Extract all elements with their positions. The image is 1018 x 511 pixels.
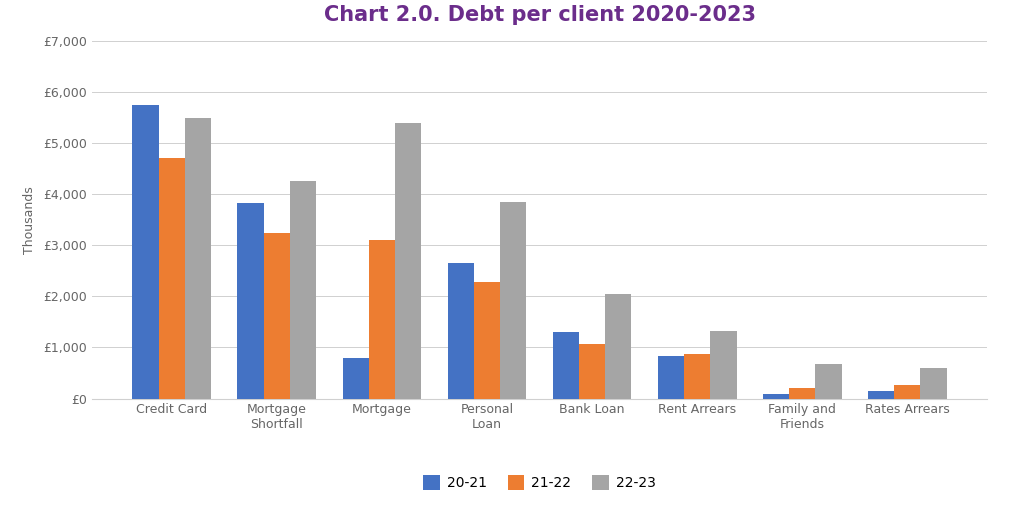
Bar	[658, 356, 684, 399]
Bar	[185, 118, 211, 399]
Bar	[448, 263, 473, 399]
Bar	[473, 282, 500, 399]
Bar	[815, 364, 842, 399]
Bar	[264, 233, 290, 399]
Bar	[159, 158, 185, 399]
Bar	[290, 181, 317, 399]
Bar	[553, 332, 579, 399]
Bar	[132, 105, 159, 399]
Bar	[395, 123, 421, 399]
Bar	[762, 394, 789, 399]
Bar	[920, 368, 947, 399]
Bar	[606, 294, 631, 399]
Bar	[579, 344, 606, 399]
Bar	[500, 202, 526, 399]
Bar	[237, 203, 264, 399]
Bar	[789, 388, 815, 399]
Bar	[868, 391, 894, 399]
Bar	[894, 385, 920, 399]
Y-axis label: Thousands: Thousands	[23, 186, 36, 253]
Bar	[684, 354, 711, 399]
Bar	[711, 331, 737, 399]
Bar	[342, 358, 369, 399]
Bar	[369, 240, 395, 399]
Title: Chart 2.0. Debt per client 2020-2023: Chart 2.0. Debt per client 2020-2023	[324, 6, 755, 26]
Legend: 20-21, 21-22, 22-23: 20-21, 21-22, 22-23	[417, 470, 662, 496]
